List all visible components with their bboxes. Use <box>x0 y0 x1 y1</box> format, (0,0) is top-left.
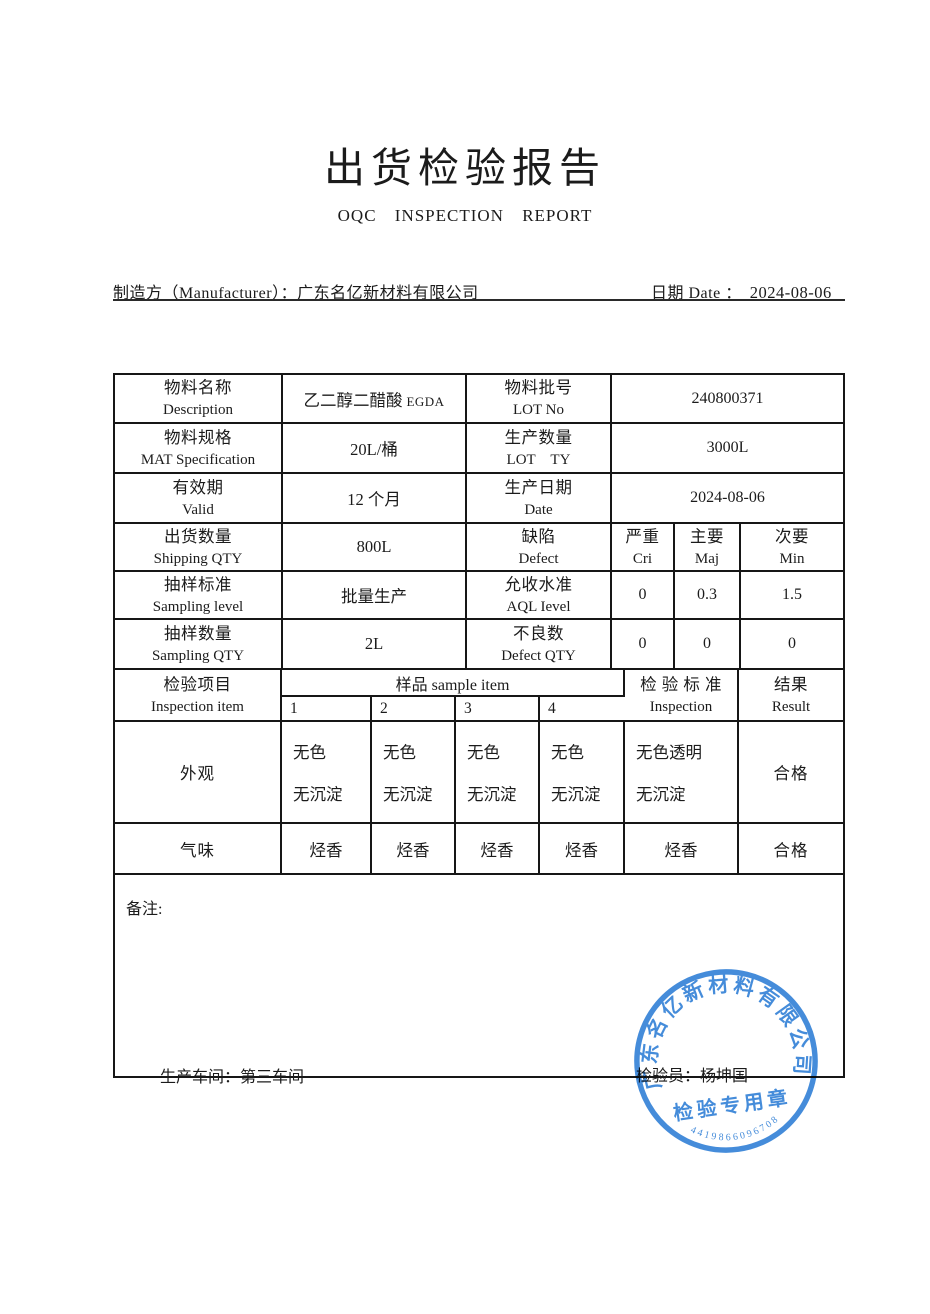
header-underline <box>113 299 845 301</box>
workshop-line: 生产车间：第三车间 <box>160 1069 305 1086</box>
table-row: 抽样标准 Sampling level 批量生产 允收水准 AQL Ievel … <box>115 571 844 620</box>
table-row: 出货数量 Shipping QTY 800L 缺陷 Defect 严重 Cri … <box>115 523 844 572</box>
table-row: 备注: <box>115 874 843 1076</box>
table-row: 检验项目 Inspection item 样品 sample item 检 验 … <box>115 670 844 722</box>
stamp-company-text: 广东名亿新材料有限公司 <box>625 961 817 1103</box>
cell-description-label: 物料名称 Description <box>115 375 283 424</box>
table-row: 外观 无色 无沉淀 无色 无沉淀 无色 无沉淀 无色 无沉淀 无色透明 无沉淀 合格 <box>115 721 844 824</box>
cell-major-label: 主要 Maj <box>674 523 741 572</box>
cell-prod-date-label: 生产日期 Date <box>466 473 612 524</box>
cell-appearance-sample-4: 无色 无沉淀 <box>539 721 626 824</box>
table-row: 1 2 3 4 <box>115 696 843 722</box>
cell-odor-standard: 烃香 <box>624 823 740 875</box>
cell-appearance-sample-3: 无色 无沉淀 <box>455 721 540 824</box>
remarks-cell: 备注: <box>115 874 843 1076</box>
cell-aql-maj: 0.3 <box>674 571 741 620</box>
cell-shipping-qty-label: 出货数量 Shipping QTY <box>115 523 283 572</box>
cell-prod-date-value: 2024-08-06 <box>611 473 844 524</box>
cell-defect-label: 缺陷 Defect <box>466 523 612 572</box>
cell-defect-qty-label: 不良数 Defect QTY <box>466 619 612 670</box>
cell-valid-value: 12 个月 <box>282 473 467 524</box>
date-line: 日期 Date ： 2024-08-06 <box>651 279 832 303</box>
cell-sampling-level-value: 批量生产 <box>282 571 467 620</box>
cell-critical-label: 严重 Cri <box>611 523 675 572</box>
table-row: 有效期 Valid 12 个月 生产日期 Date 2024-08-06 <box>115 473 844 524</box>
inspection-items-table: 检验项目 Inspection item 样品 sample item 检 验 … <box>115 670 844 1076</box>
cell-lot-no-label: 物料批号 LOT No <box>466 375 612 424</box>
cell-standard-header: 检 验 标 准 Inspection <box>624 670 740 722</box>
cell-defect-qty-min: 0 <box>740 619 844 670</box>
cell-appearance-item: 外观 <box>115 721 282 824</box>
cell-aql-cri: 0 <box>611 571 675 620</box>
cell-aql-min: 1.5 <box>740 571 844 620</box>
cell-appearance-sample-1: 无色 无沉淀 <box>281 721 372 824</box>
cell-spec-label: 物料规格 MAT Specification <box>115 423 283 474</box>
table-row: 气味 烃香 烃香 烃香 烃香 烃香 合格 <box>115 823 844 875</box>
cell-sample-col-3: 3 <box>455 696 540 722</box>
cell-lot-qty-value: 3000L <box>611 423 844 474</box>
cell-sampling-level-label: 抽样标准 Sampling level <box>115 571 283 620</box>
manufacturer-label: 制造方（Manufacturer）： <box>113 285 298 302</box>
cell-minor-label: 次要 Min <box>740 523 844 572</box>
cell-defect-qty-cri: 0 <box>611 619 675 670</box>
date-label: 日期 Date ： <box>651 285 742 302</box>
page-subtitle: OQC INSPECTION REPORT <box>337 206 593 225</box>
cell-sample-col-4: 4 <box>539 696 625 722</box>
cell-odor-sample-4: 烃香 <box>539 823 626 875</box>
inspection-report-table: 物料名称 Description 乙二醇二醋酸 EGDA 物料批号 LOT No … <box>113 373 845 1078</box>
cell-sample-item-header: 样品 sample item <box>281 670 626 697</box>
cell-sampling-qty-value: 2L <box>282 619 467 670</box>
cell-sampling-qty-label: 抽样数量 Sampling QTY <box>115 619 283 670</box>
cell-valid-label: 有效期 Valid <box>115 473 283 524</box>
cell-appearance-sample-2: 无色 无沉淀 <box>371 721 456 824</box>
cell-lot-qty-label: 生产数量 LOT TY <box>466 423 612 474</box>
cell-appearance-standard: 无色透明 无沉淀 <box>624 721 740 824</box>
inspector-line: 检验员：杨坤国 <box>636 1068 749 1085</box>
svg-text:广东名亿新材料有限公司: 广东名亿新材料有限公司 <box>625 961 817 1103</box>
table-row: 物料名称 Description 乙二醇二醋酸 EGDA 物料批号 LOT No … <box>115 375 844 424</box>
inspection-stamp: 广东名亿新材料有限公司 检验专用章 4419866096708 <box>625 961 818 1153</box>
material-info-table: 物料名称 Description 乙二醇二醋酸 EGDA 物料批号 LOT No … <box>115 375 844 670</box>
manufacturer-value: 广东名亿新材料有限公司 <box>297 285 479 302</box>
date-value: 2024-08-06 <box>749 283 832 302</box>
cell-shipping-qty-value: 800L <box>282 523 467 572</box>
cell-odor-sample-3: 烃香 <box>455 823 540 875</box>
remarks-label: 备注: <box>126 901 163 918</box>
cell-sample-col-1: 1 <box>281 696 372 722</box>
cell-sample-col-2: 2 <box>371 696 456 722</box>
cell-odor-item: 气味 <box>115 823 282 875</box>
cell-odor-sample-1: 烃香 <box>281 823 372 875</box>
cell-description-value: 乙二醇二醋酸 EGDA <box>282 375 467 424</box>
cell-defect-qty-maj: 0 <box>674 619 741 670</box>
cell-appearance-result: 合格 <box>738 721 844 824</box>
manufacturer-line: 制造方（Manufacturer）：广东名亿新材料有限公司 <box>113 279 479 303</box>
page-title: 出货检验报告 <box>324 145 606 191</box>
cell-lot-no-value: 240800371 <box>611 375 844 424</box>
table-row: 抽样数量 Sampling QTY 2L 不良数 Defect QTY 0 0 … <box>115 619 844 670</box>
cell-odor-result: 合格 <box>738 823 844 875</box>
stamp-circle <box>634 969 818 1153</box>
cell-result-header: 结果 Result <box>738 670 844 722</box>
cell-odor-sample-2: 烃香 <box>371 823 456 875</box>
cell-inspection-item-header: 检验项目 Inspection item <box>115 670 282 722</box>
cell-aql-label: 允收水准 AQL Ievel <box>466 571 612 620</box>
cell-spec-value: 20L/桶 <box>282 423 467 474</box>
table-row: 物料规格 MAT Specification 20L/桶 生产数量 LOT TY… <box>115 423 844 474</box>
